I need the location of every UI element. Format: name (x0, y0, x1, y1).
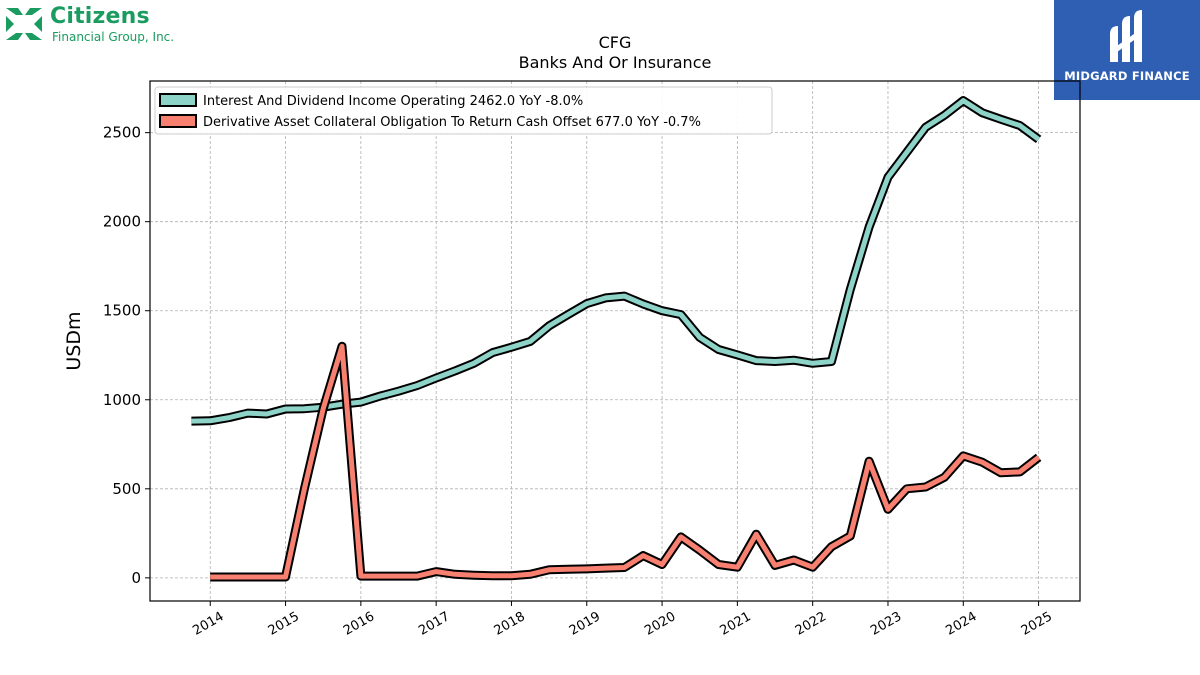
legend-swatch-derivative (159, 114, 197, 128)
x-tick-label: 2018 (492, 609, 528, 639)
x-tick-label: 2025 (1019, 609, 1055, 639)
citizens-logo-subtitle: Financial Group, Inc. (52, 30, 175, 44)
midgard-finance-logo: MIDGARD FINANCE (1054, 0, 1200, 100)
y-tick-label: 0 (131, 569, 141, 587)
x-tick-label: 2015 (266, 609, 302, 639)
x-tick-label: 2021 (718, 609, 754, 639)
series-line-0 (191, 98, 1041, 424)
y-tick-label: 2000 (103, 213, 141, 231)
citizens-logo: Citizens Financial Group, Inc. (4, 4, 204, 44)
plot-frame (149, 80, 1081, 602)
y-tick-label: 1500 (103, 302, 141, 320)
x-tick-label: 2019 (567, 609, 603, 639)
axis-ticks: 2014 2015 2016 2017 2018 2019 2020 2021 2022 2023… (103, 124, 1055, 639)
chart-title: CFG (599, 33, 632, 52)
x-tick-label: 2024 (943, 609, 979, 639)
chart-subtitle: Banks And Or Insurance (519, 53, 712, 72)
legend-swatch-interest (159, 93, 197, 107)
legend-entry-derivative: Derivative Asset Collateral Obligation T… (203, 115, 701, 130)
x-tick-label: 2022 (793, 609, 829, 639)
citizens-mark-icon (6, 8, 42, 40)
midgard-mark-icon (1110, 10, 1142, 62)
x-tick-label: 2016 (341, 609, 377, 639)
series-line-1 (210, 343, 1041, 580)
x-tick-label: 2020 (642, 609, 678, 639)
midgard-logo-label: MIDGARD FINANCE (1064, 69, 1190, 83)
y-tick-label: 1000 (103, 391, 141, 409)
grid (150, 81, 1080, 601)
y-axis-label: USDm (63, 311, 85, 370)
legend-box (154, 86, 773, 135)
citizens-logo-name: Citizens (50, 4, 150, 29)
x-tick-label: 2023 (868, 609, 904, 639)
x-tick-label: 2014 (190, 609, 226, 639)
x-tick-label: 2017 (416, 609, 452, 639)
y-tick-label: 2500 (103, 124, 141, 142)
series-layer (191, 96, 1042, 582)
y-tick-label: 500 (112, 480, 141, 498)
legend: Interest And Dividend Income Operating 2… (154, 86, 773, 135)
series-outline-1 (210, 341, 1042, 582)
legend-entry-interest: Interest And Dividend Income Operating 2… (203, 94, 583, 109)
